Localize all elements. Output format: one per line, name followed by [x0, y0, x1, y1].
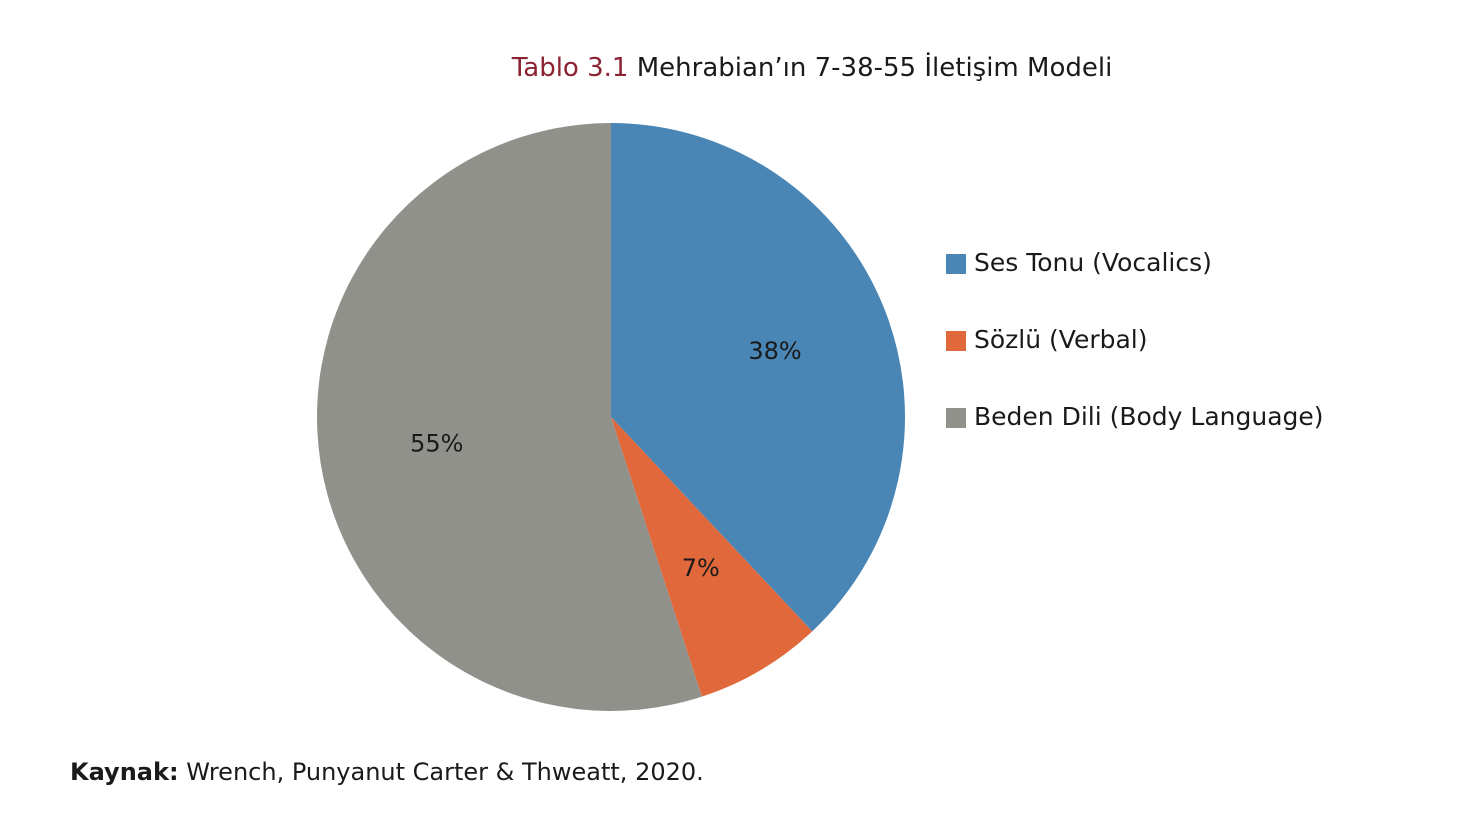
- pie-slice: [611, 417, 813, 697]
- source-label: Kaynak:: [70, 758, 179, 786]
- pie: 38% 7% 55%: [316, 123, 905, 711]
- legend: Ses Tonu (Vocalics) Sözlü (Verbal) Beden D…: [946, 248, 1324, 431]
- chart-title-number: Tablo 3.1: [511, 53, 629, 83]
- data-label: 55%: [410, 430, 463, 458]
- pie-slice: [316, 123, 702, 711]
- chart-title: Mehrabian’ın 7-38-55 İletişim Modeli: [637, 51, 1113, 83]
- source-wrap: Kaynak: Wrench, Punyanut Carter & Thweat…: [70, 758, 704, 786]
- legend-label: Beden Dili (Body Language): [974, 402, 1324, 431]
- legend-swatch: [946, 408, 966, 428]
- legend-swatch: [946, 254, 966, 274]
- pie-slice: [611, 123, 905, 632]
- chart-title-wrap: Tablo 3.1 Mehrabian’ın 7-38-55 İletişim …: [511, 51, 1113, 83]
- data-label: 38%: [748, 337, 801, 365]
- legend-label: Sözlü (Verbal): [974, 325, 1148, 354]
- legend-swatch: [946, 331, 966, 351]
- source: Wrench, Punyanut Carter & Thweatt, 2020.: [186, 758, 704, 786]
- data-label: 7%: [682, 554, 720, 582]
- legend-label: Ses Tonu (Vocalics): [974, 248, 1212, 277]
